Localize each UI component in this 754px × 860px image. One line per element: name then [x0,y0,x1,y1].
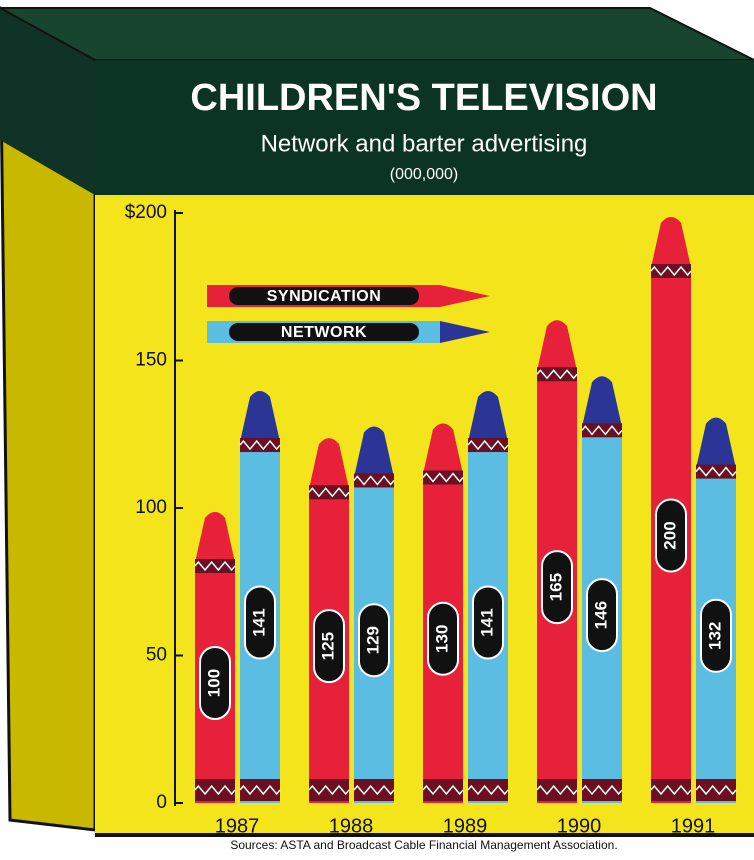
unit-label: (000,000) [390,166,459,183]
y-tick-label: 0 [156,792,167,813]
value-label: 130 [432,625,451,653]
value-label: 132 [705,622,724,650]
value-label: 141 [477,608,496,636]
value-label: 165 [546,573,565,601]
value-label: 146 [591,601,610,629]
x-tick-label: 1989 [443,815,488,837]
y-tick-label: 150 [135,350,167,371]
chart-title: CHILDREN'S TELEVISION [190,77,657,119]
value-label: 129 [363,626,382,654]
source-note: Sources: ASTA and Broadcast Cable Financ… [230,838,617,852]
value-label: 100 [204,669,223,697]
y-tick-label: $200 [125,202,167,223]
box-lid [0,8,754,60]
y-tick-label: 50 [146,645,167,666]
page: {"chart_data": { "type": "bar", "title":… [0,0,754,860]
value-label: 125 [318,632,337,660]
value-label: 200 [660,521,679,549]
legend-item: SYNDICATION [207,285,490,307]
x-tick-label: 1991 [671,815,716,837]
legend-label: NETWORK [281,324,367,341]
legend-label: SYNDICATION [267,288,382,305]
value-label: 141 [249,608,268,636]
chart: CHILDREN'S TELEVISION Network and barter… [0,0,754,860]
legend-item: NETWORK [207,321,490,343]
x-tick-label: 1988 [329,815,374,837]
x-tick-label: 1987 [215,815,260,837]
x-tick-label: 1990 [557,815,602,837]
chart-subtitle: Network and barter advertising [261,130,588,157]
y-tick-label: 100 [135,497,167,518]
